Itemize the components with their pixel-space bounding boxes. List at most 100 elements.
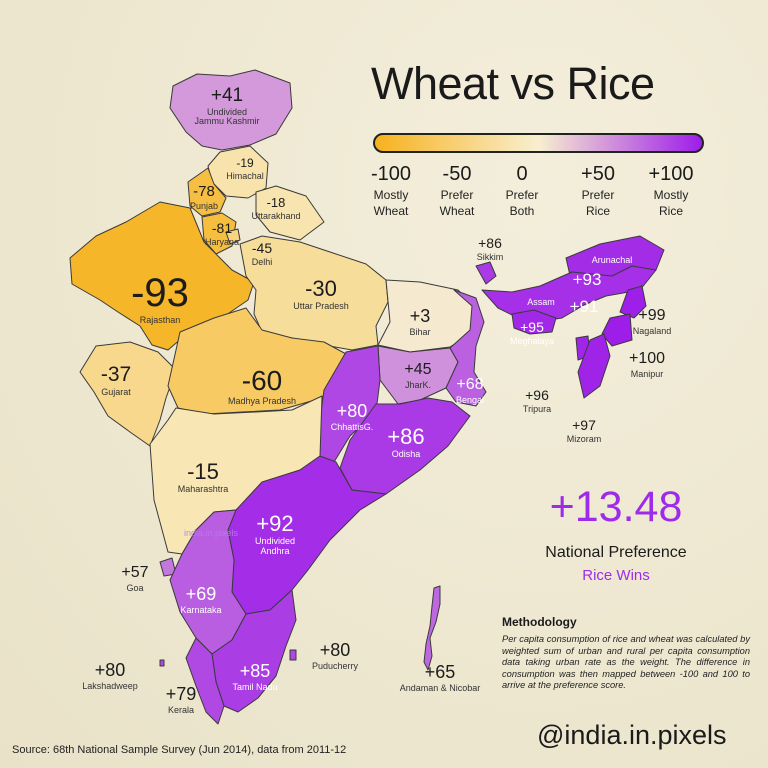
region-label-ml: +95 Meghalaya [510,320,554,346]
legend-tick-caption: Prefer [440,188,474,202]
region-ka [169,509,247,655]
legend-tick: +50 Prefer Rice [581,163,615,219]
region-name: Delhi [251,256,273,267]
region-name: Lakshadweep [82,680,138,691]
region-wb [445,289,487,407]
region-value: -45 [251,240,273,256]
watermark: india.in.pixels [184,528,239,538]
region-name: Uttar Pradesh [293,301,349,312]
region-value: +86 [387,424,425,449]
region-label-uk: -18 Uttarakhand [251,196,300,221]
legend-tick: +100 Mostly Rice [648,163,693,219]
region-value: -19 [236,156,254,170]
region-value: -37 [100,363,132,386]
region-label-nl: +99 Nagaland [632,307,672,336]
region-value: +79 [165,684,197,704]
region-od [339,397,471,495]
region-value: +85 [239,661,271,681]
region-value: -81 [211,220,233,236]
region-label-br: +3 Bihar [409,307,430,337]
region-value: +57 [121,564,149,581]
region-name: Tamil Nadu [232,681,278,692]
region-label-jk: +41 Undivided Jammu Kashmir [194,86,259,127]
region-mn [601,313,633,347]
region-label-ka: +69 Karnataka [180,585,221,615]
region-mz [577,333,611,399]
legend-tick-value: -100 [370,163,412,185]
legend-tick-caption: Rice [585,203,610,218]
region-name: Gujarat [101,387,131,398]
region-name: Undivided Jammu Kashmir [194,106,260,127]
region-label-kl: +79 Kerala [166,685,197,715]
region-label-jh: +45 JharK. [404,361,432,390]
legend-tick-value: 0 [516,163,528,185]
legend-tick-caption: Mostly [373,188,409,202]
legend-tick-value: +50 [581,163,615,185]
region-label-sk: +86 Sikkim [477,236,504,262]
legend-tick: -50 Prefer Wheat [440,163,475,219]
region-value: +45 [404,361,432,378]
region-uk [255,185,325,241]
region-label-py: +80 Puducherry [312,641,358,671]
region-value: -15 [187,459,219,484]
region-value: +69 [185,584,217,604]
region-name: Maharashtra [177,484,229,495]
legend-tick: -100 Mostly Wheat [371,163,411,219]
region-name: Nagaland [632,325,672,336]
region-name: Andaman & Nicobar [399,682,481,693]
region-kl [185,637,225,725]
region-name: Punjab [189,200,219,211]
region-ld [159,659,165,667]
region-name: Arunachal [591,255,633,265]
region-value: +92 [256,511,294,536]
region-name: Madhya Pradesh [227,396,297,407]
region-name: Kerala [167,704,195,715]
region-an [423,585,441,671]
region-value: +65 [424,662,456,682]
region-value: +95 [520,319,544,335]
region-value: +80 [319,640,351,660]
region-label-wb: +68 Bengal [455,376,485,405]
region-name: ChhattisG. [330,421,374,432]
region-name: Bihar [409,326,431,337]
region-value: +100 [628,350,666,367]
region-label-mz: +97 Mizoram [567,418,602,444]
region-pb [187,167,227,217]
region-name: Uttarakhand [251,210,301,221]
region-label-od: +86 Odisha [387,425,424,460]
region-label-gj: -37 Gujarat [100,363,132,398]
source-note: Source: 68th National Sample Survey (Jun… [12,744,347,756]
legend-tick-caption: Prefer [581,188,615,202]
region-value: +86 [478,235,502,251]
national-preference-label: National Preference [545,544,687,561]
region-rj [69,201,255,351]
region-name: Karnataka [180,604,222,615]
region-name: Manipur [630,368,664,379]
region-name: Bengal [455,394,485,405]
region-value: -60 [241,365,283,396]
region-label-mn: +100 Manipur [628,350,666,379]
legend-tick: 0 Prefer Both [506,163,539,219]
region-label-ga: +57 Goa [121,564,149,593]
region-hr [201,212,237,255]
region-name: Puducherry [311,660,359,671]
region-name: JharK. [404,379,432,390]
region-value: +3 [409,306,431,326]
legend-tick-caption: Both [509,203,535,218]
region-label-ld: +80 Lakshadweep [82,661,138,691]
legend-tick-caption: Prefer [505,188,539,202]
methodology-text: Per capita consumption of rice and wheat… [502,634,750,691]
methodology-heading: Methodology [502,615,577,629]
legend-tick-value: +100 [648,163,694,185]
region-value: +99 [638,307,666,324]
national-preference-value: +13.48 [549,483,683,531]
region-nl [619,285,647,319]
legend-tick-value: -50 [442,163,472,185]
region-value: -30 [305,276,337,301]
region-name: Odisha [391,449,421,460]
region-ml [511,309,557,335]
region-sk [475,261,497,285]
legend-tick-caption: Rice [658,203,683,218]
